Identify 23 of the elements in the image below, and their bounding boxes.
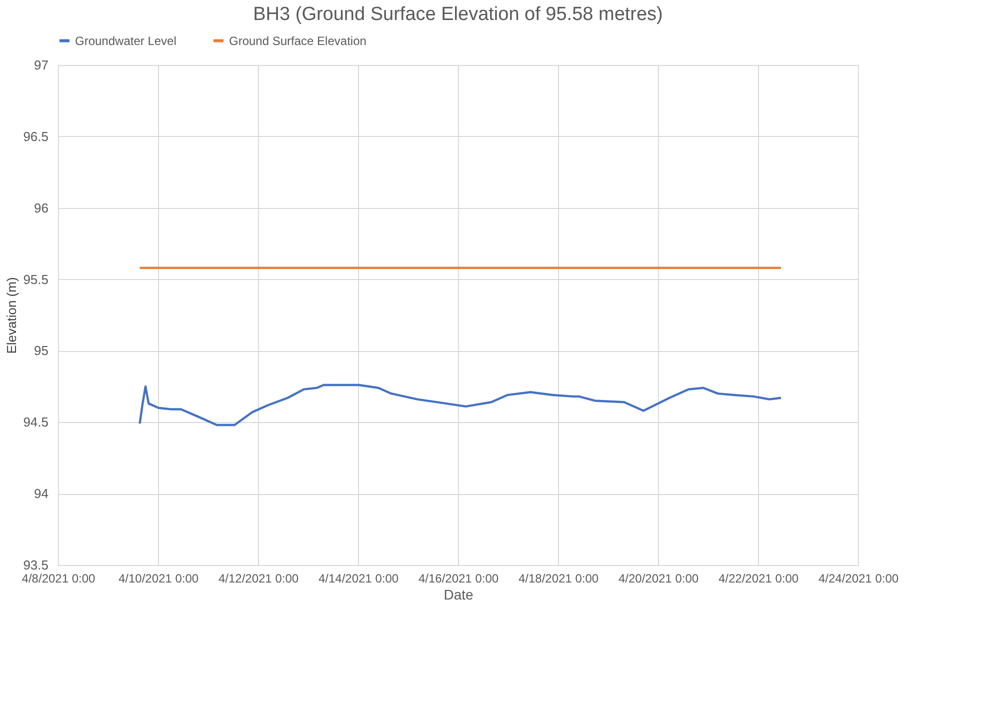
y-tick-label: 95	[34, 343, 48, 358]
x-tick-label: 4/8/2021 0:00	[22, 572, 96, 586]
x-tick-label: 4/22/2021 0:00	[718, 572, 799, 586]
x-tick-label: 4/10/2021 0:00	[118, 572, 199, 586]
x-tick-label: 4/14/2021 0:00	[318, 572, 399, 586]
chart-title: BH3 (Ground Surface Elevation of 95.58 metres)	[253, 4, 663, 25]
x-tick-label: 4/24/2021 0:00	[818, 572, 899, 586]
x-tick-label: 4/16/2021 0:00	[418, 572, 499, 586]
x-tick-label: 4/20/2021 0:00	[618, 572, 699, 586]
x-tick-label: 4/12/2021 0:00	[218, 572, 299, 586]
y-axis-title: Elevation (m)	[4, 277, 20, 354]
x-tick-label: 4/18/2021 0:00	[518, 572, 599, 586]
legend-label: Groundwater Level	[75, 34, 176, 48]
y-tick-label: 96.5	[23, 128, 48, 144]
y-tick-label: 94.5	[23, 414, 48, 430]
y-tick-label: 94	[34, 486, 48, 502]
line-series	[138, 384, 782, 426]
x-axis-title: Date	[444, 586, 474, 602]
y-tick-label: 95.5	[23, 272, 48, 287]
y-tick-label: 97	[34, 58, 48, 72]
legend-label: Ground Surface Elevation	[229, 34, 366, 48]
y-tick-label: 96	[34, 200, 48, 216]
y-tick-label: 93.5	[23, 558, 48, 572]
